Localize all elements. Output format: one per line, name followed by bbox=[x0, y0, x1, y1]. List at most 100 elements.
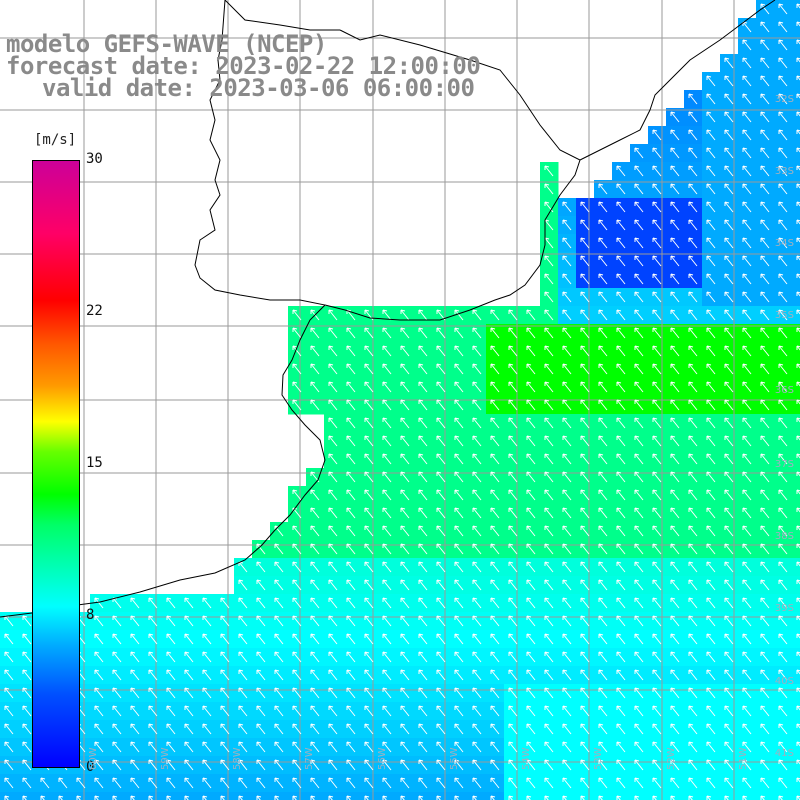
wind-arrow bbox=[760, 561, 770, 573]
wind-arrow bbox=[652, 417, 662, 429]
wind-arrow bbox=[526, 597, 536, 609]
wind-arrow bbox=[328, 543, 338, 555]
wind-arrow bbox=[706, 723, 716, 735]
wind-arrow bbox=[598, 363, 608, 375]
wind-arrow bbox=[742, 273, 752, 285]
wind-cell bbox=[144, 792, 163, 800]
wind-arrow bbox=[220, 669, 230, 681]
wind-arrow bbox=[454, 417, 464, 429]
wind-arrow bbox=[796, 399, 800, 405]
wind-arrow bbox=[220, 615, 230, 627]
wind-arrow bbox=[418, 651, 428, 663]
wind-arrow bbox=[670, 327, 680, 339]
wind-arrow bbox=[310, 687, 320, 699]
wind-arrow bbox=[544, 471, 554, 483]
wind-arrow bbox=[292, 651, 302, 663]
wind-arrow bbox=[760, 291, 770, 303]
wind-arrow bbox=[436, 795, 442, 800]
wind-arrow bbox=[580, 723, 590, 735]
wind-cell bbox=[576, 792, 595, 800]
wind-arrow bbox=[472, 435, 482, 447]
wind-arrow bbox=[724, 165, 734, 177]
wind-arrow bbox=[436, 327, 446, 339]
wind-arrow bbox=[796, 183, 800, 189]
wind-arrow bbox=[22, 723, 32, 735]
wind-arrow bbox=[580, 561, 590, 573]
wind-arrow bbox=[238, 633, 248, 645]
wind-arrow bbox=[706, 543, 716, 555]
wind-arrow bbox=[562, 255, 572, 267]
wind-arrow bbox=[418, 435, 428, 447]
wind-arrow bbox=[598, 795, 604, 800]
wind-arrow bbox=[4, 705, 14, 717]
wind-arrow bbox=[238, 723, 248, 735]
wind-arrow bbox=[436, 633, 446, 645]
wind-arrow bbox=[544, 327, 554, 339]
wind-arrow bbox=[292, 669, 302, 681]
wind-arrow bbox=[220, 795, 226, 800]
wind-cell bbox=[774, 792, 793, 800]
wind-cell bbox=[738, 792, 757, 800]
wind-arrow bbox=[400, 759, 410, 771]
wind-arrow bbox=[670, 255, 680, 267]
wind-arrow bbox=[346, 381, 356, 393]
wind-cell bbox=[792, 630, 800, 649]
wind-arrow bbox=[382, 309, 392, 321]
wind-arrow bbox=[148, 723, 158, 735]
wind-arrow bbox=[580, 705, 590, 717]
wind-arrow bbox=[796, 543, 800, 549]
wind-arrow bbox=[184, 669, 194, 681]
wind-arrow bbox=[346, 561, 356, 573]
wind-arrow bbox=[724, 525, 734, 537]
wind-arrow bbox=[310, 579, 320, 591]
wind-arrow bbox=[652, 777, 662, 789]
wind-arrow bbox=[346, 399, 356, 411]
wind-arrow bbox=[490, 309, 500, 321]
wind-cell bbox=[792, 468, 800, 487]
wind-arrow bbox=[706, 741, 716, 753]
wind-arrow bbox=[778, 3, 788, 15]
wind-arrow bbox=[292, 579, 302, 591]
wind-arrow bbox=[346, 543, 356, 555]
wind-arrow bbox=[598, 381, 608, 393]
wind-cell bbox=[792, 738, 800, 757]
wind-arrow bbox=[706, 687, 716, 699]
wind-arrow bbox=[256, 633, 266, 645]
wind-arrow bbox=[472, 327, 482, 339]
wind-arrow bbox=[544, 309, 554, 321]
wind-arrow bbox=[760, 795, 766, 800]
wind-cell bbox=[288, 792, 307, 800]
wind-arrow bbox=[256, 579, 266, 591]
wind-cell bbox=[450, 792, 469, 800]
wind-cell bbox=[90, 792, 109, 800]
wind-arrow bbox=[418, 399, 428, 411]
wind-arrow bbox=[562, 471, 572, 483]
wind-arrow bbox=[130, 759, 140, 771]
wind-arrow bbox=[616, 435, 626, 447]
wind-arrow bbox=[670, 615, 680, 627]
wind-arrow bbox=[562, 543, 572, 555]
wind-cell bbox=[540, 792, 559, 800]
wind-arrow bbox=[454, 507, 464, 519]
colorbar-tick-15: 15 bbox=[86, 455, 103, 471]
wind-arrow bbox=[22, 687, 32, 699]
wind-arrow bbox=[742, 57, 752, 69]
wind-arrow bbox=[760, 399, 770, 411]
wind-arrow bbox=[688, 705, 698, 717]
wind-arrow bbox=[4, 651, 14, 663]
wind-arrow bbox=[778, 597, 788, 609]
wind-arrow bbox=[760, 219, 770, 231]
wind-arrow bbox=[346, 345, 356, 357]
wind-arrow bbox=[724, 561, 734, 573]
wind-arrow bbox=[652, 291, 662, 303]
wind-arrow bbox=[328, 561, 338, 573]
wind-arrow bbox=[166, 597, 176, 609]
wind-arrow bbox=[328, 759, 338, 771]
colorbar-tick-22: 22 bbox=[86, 303, 103, 319]
wind-arrow bbox=[364, 669, 374, 681]
wind-arrow bbox=[598, 705, 608, 717]
wind-arrow bbox=[760, 723, 770, 735]
wind-arrow bbox=[328, 597, 338, 609]
wind-arrow bbox=[706, 579, 716, 591]
wind-arrow bbox=[238, 579, 248, 591]
